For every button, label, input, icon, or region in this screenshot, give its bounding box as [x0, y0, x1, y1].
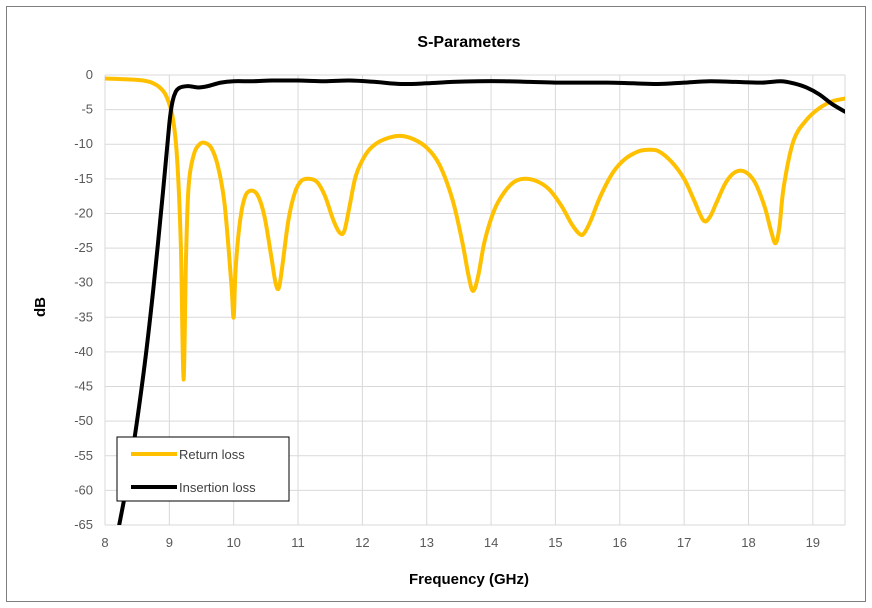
y-tick-label: -40 [74, 344, 93, 359]
chart-svg: S-Parameters 8 9 10 11 12 13 14 15 16 17 18 19 0 -5 -… [32, 34, 846, 588]
legend-label-return-loss: Return loss [179, 447, 245, 462]
x-tick-label: 18 [741, 535, 755, 550]
x-tick-label: 13 [420, 535, 434, 550]
y-tick-label: -25 [74, 240, 93, 255]
x-tick-label: 8 [101, 535, 108, 550]
x-tick-label: 16 [613, 535, 627, 550]
series-insertion-loss-line [117, 78, 845, 525]
y-tick-label: -60 [74, 482, 93, 497]
x-tick-label: 14 [484, 535, 498, 550]
y-tick-label: -10 [74, 136, 93, 151]
x-tick-label: 19 [806, 535, 820, 550]
y-tick-label: -55 [74, 448, 93, 463]
x-tick-label: 10 [226, 535, 240, 550]
y-tick-label: -30 [74, 275, 93, 290]
chart-title: S-Parameters [417, 34, 520, 51]
series-return-loss-line [105, 76, 845, 382]
y-tick-label: -15 [74, 171, 93, 186]
x-axis-ticks: 8 9 10 11 12 13 14 15 16 17 18 19 [101, 535, 820, 550]
legend: Return loss Insertion loss [116, 436, 290, 502]
series-lines [105, 76, 845, 525]
y-tick-label: -20 [74, 205, 93, 220]
y-tick-label: 0 [86, 67, 93, 82]
y-tick-label: -65 [74, 517, 93, 532]
chart-frame: S-Parameters 8 9 10 11 12 13 14 15 16 17 18 19 0 -5 -… [6, 6, 866, 602]
x-axis-title: Frequency (GHz) [409, 571, 529, 588]
x-tick-label: 12 [355, 535, 369, 550]
y-axis-title: dB [32, 297, 49, 317]
x-tick-label: 9 [166, 535, 173, 550]
y-tick-label: -35 [74, 309, 93, 324]
y-tick-label: -50 [74, 413, 93, 428]
x-tick-label: 11 [291, 535, 305, 550]
y-tick-label: -45 [74, 379, 93, 394]
y-tick-label: -5 [81, 102, 93, 117]
legend-label-insertion-loss: Insertion loss [179, 480, 256, 495]
y-axis-ticks: 0 -5 -10 -15 -20 -25 -30 -35 -40 -45 -50 -55 -60 -65 [74, 67, 93, 532]
x-tick-label: 15 [548, 535, 562, 550]
x-tick-label: 17 [677, 535, 691, 550]
legend-box [116, 436, 290, 502]
